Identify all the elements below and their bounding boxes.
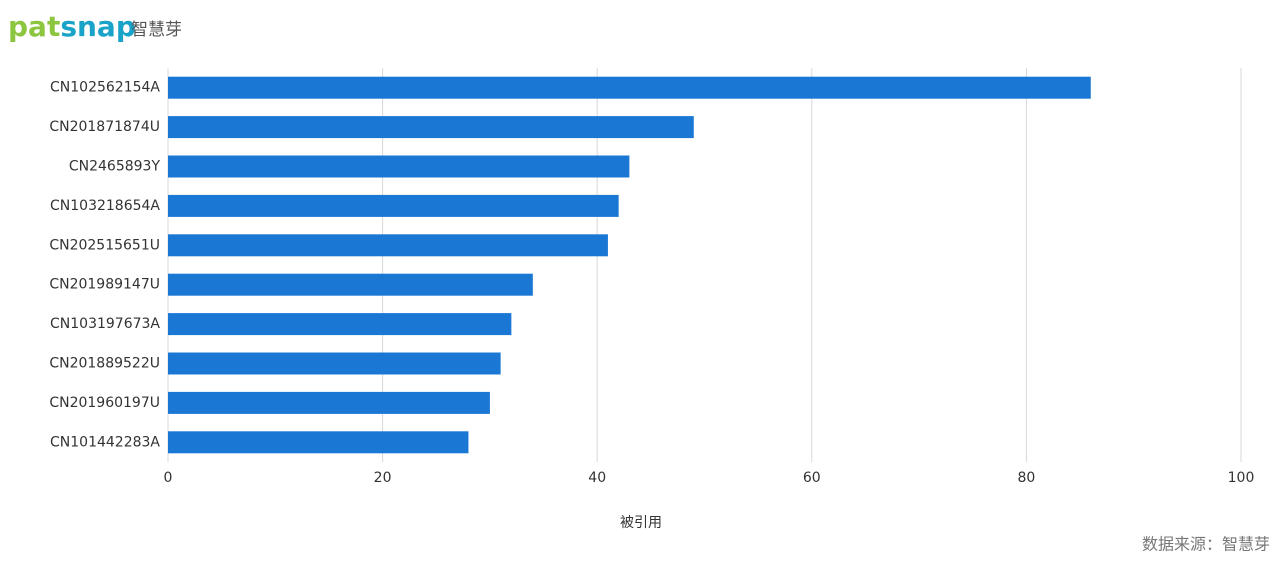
- source: 数据来源：智慧芽: [1142, 535, 1270, 554]
- bar: [168, 155, 630, 178]
- y-tick-label: CN201960197U: [49, 395, 160, 411]
- x-tick-label: 60: [803, 470, 821, 486]
- bar: [168, 234, 608, 257]
- y-tick-label: CN2465893Y: [69, 159, 161, 175]
- bar: [168, 76, 1091, 99]
- y-tick-label: CN101442283A: [50, 434, 160, 450]
- x-tick-label: 20: [374, 470, 392, 486]
- x-tick-label: 40: [588, 470, 606, 486]
- bar: [168, 116, 694, 139]
- bar: [168, 194, 619, 217]
- bar: [168, 391, 490, 414]
- y-tick-label: CN201989147U: [49, 277, 160, 293]
- y-tick-label: CN201871874U: [49, 119, 160, 135]
- x-tick-label: 100: [1228, 470, 1255, 486]
- y-tick-label: CN201889522U: [49, 356, 160, 372]
- x-axis-label: 被引用: [620, 515, 662, 531]
- y-tick-label: CN102562154A: [50, 80, 160, 96]
- bar: [168, 431, 469, 454]
- brand-name: 智慧芽: [131, 20, 182, 40]
- y-tick-label: CN103218654A: [50, 198, 160, 214]
- bar: [168, 352, 501, 375]
- bar: [168, 273, 533, 296]
- x-tick-label: 0: [164, 470, 173, 486]
- y-tick-label: CN103197673A: [50, 316, 160, 332]
- x-tick-label: 80: [1017, 470, 1035, 486]
- y-tick-label: CN202515651U: [49, 237, 160, 253]
- bar: [168, 313, 512, 336]
- logo: patsnap: [8, 10, 136, 43]
